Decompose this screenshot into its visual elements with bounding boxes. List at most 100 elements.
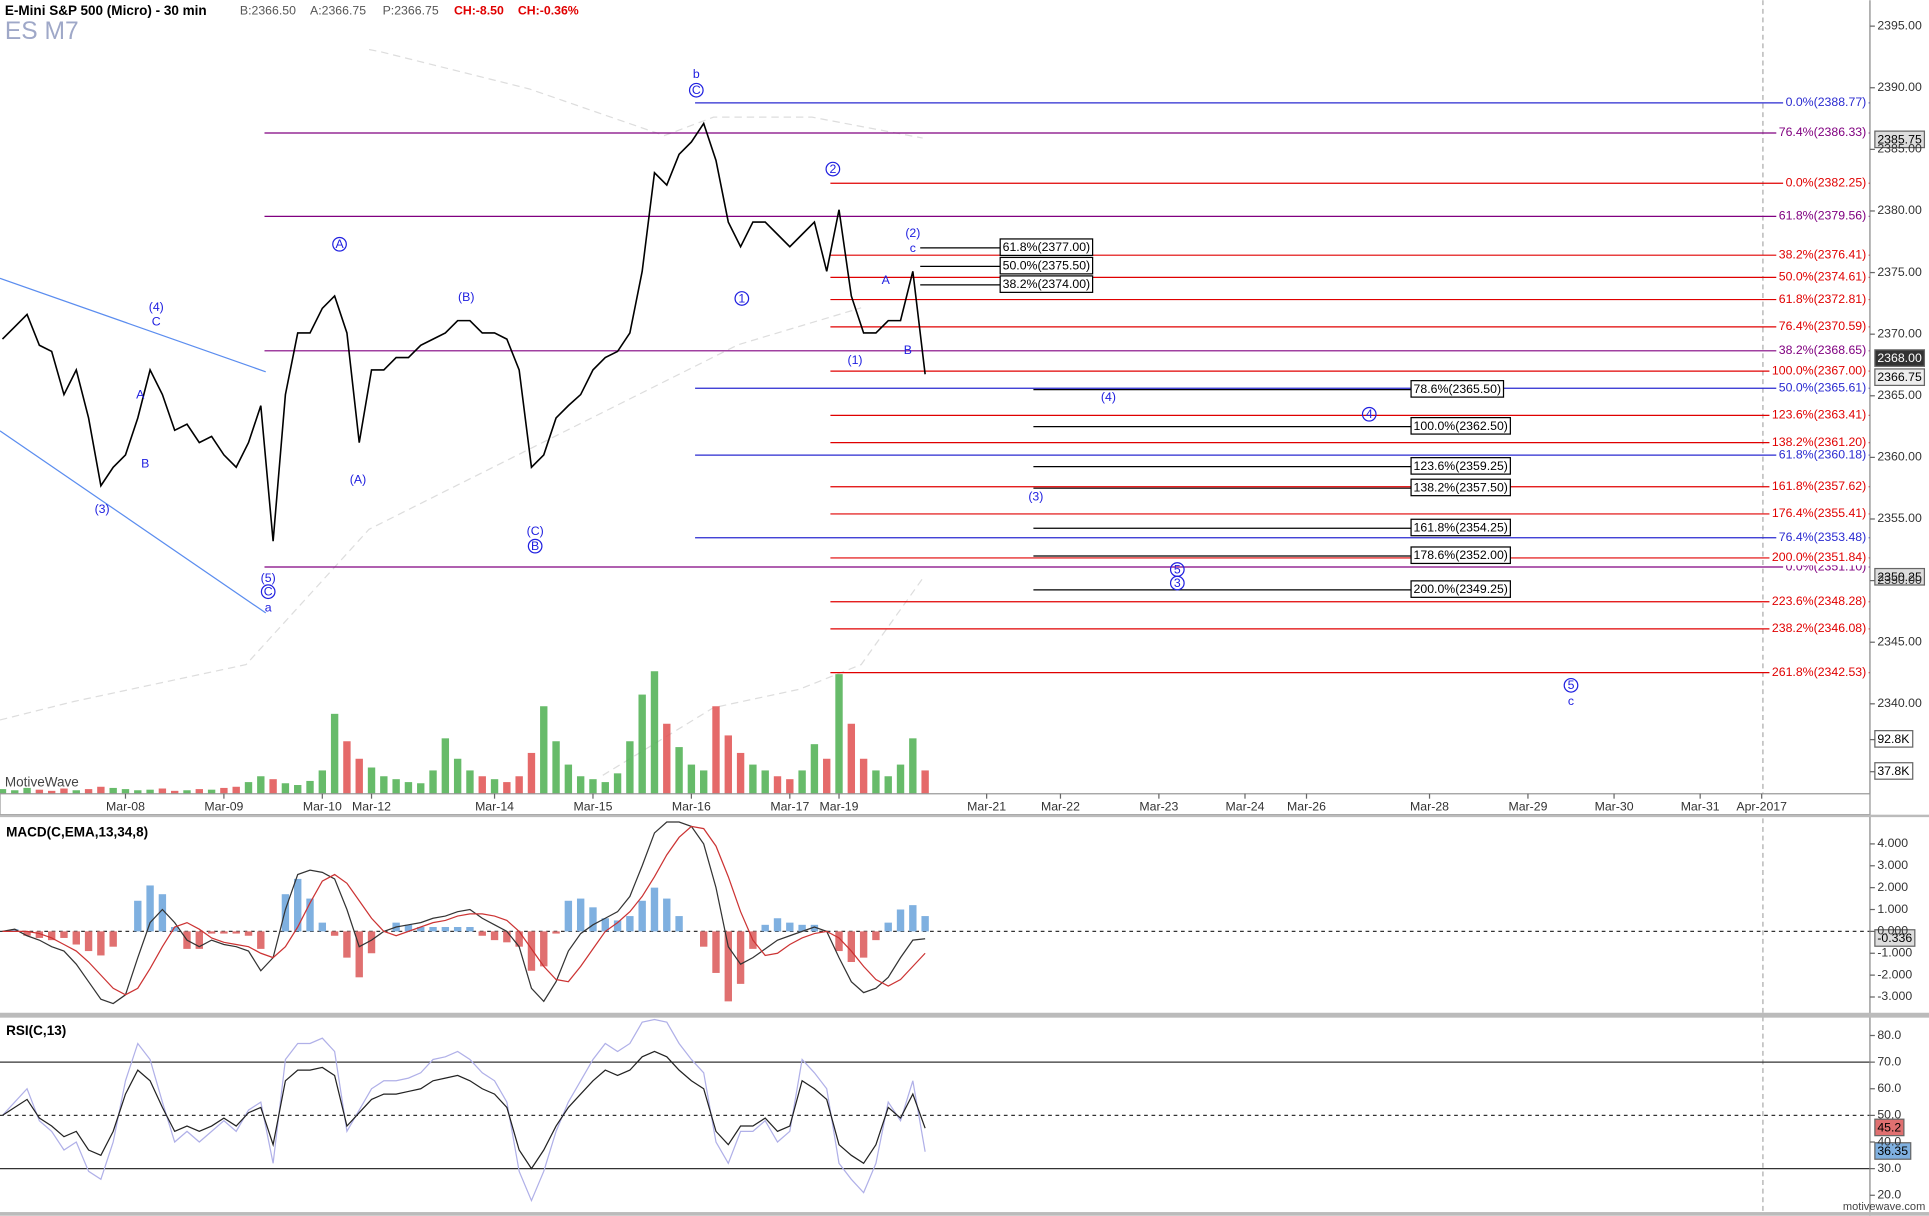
histogram-bar (367, 931, 376, 954)
y-tick-label: 3.000 (1877, 858, 1908, 872)
fib-label-bg (1769, 592, 1869, 610)
histogram-bar (220, 931, 228, 934)
fib-label-bg (1769, 477, 1869, 495)
fib-label-bg (1410, 546, 1511, 565)
histogram-bar (23, 931, 31, 936)
histogram-bar (97, 931, 105, 956)
histogram-bar (490, 931, 499, 941)
volume-bar (404, 782, 413, 794)
volume-bar (380, 776, 388, 794)
histogram-bar (478, 931, 486, 936)
fib-label-bg (1410, 580, 1511, 598)
volume-bar (638, 694, 646, 794)
wave-label: 5 (1568, 678, 1575, 692)
volume-bar (183, 790, 191, 794)
volume-bar (134, 790, 142, 794)
volume-bar (257, 776, 265, 794)
histogram-bar (700, 931, 708, 947)
fib-label: 176.4%(2355.41) (1772, 506, 1866, 520)
fib-label-bg (1783, 174, 1869, 191)
fib-label: 0.0%(2382.25) (1786, 175, 1867, 189)
volume-bar (158, 788, 167, 794)
y-tick-label: 60.0 (1877, 1081, 1901, 1095)
wave-label: c (1568, 694, 1574, 708)
histogram-bar (650, 887, 659, 932)
histogram-bar (773, 918, 782, 932)
x-tick-label: Mar-31 (1681, 800, 1720, 814)
histogram-bar (675, 916, 683, 932)
fib-label: 161.8%(2354.25) (1414, 520, 1508, 534)
volume-bar (466, 770, 474, 794)
wave-label: C (264, 585, 273, 599)
fib-label: 178.6%(2352.00) (1414, 548, 1508, 562)
fib-label-bg (999, 275, 1094, 293)
x-tick-label: Mar-29 (1508, 800, 1547, 814)
y-tick-label: 2350.00 (1877, 573, 1922, 587)
histogram-bar (453, 927, 462, 932)
fib-label: 50.0%(2374.61) (1779, 270, 1867, 284)
volume-bar (171, 790, 179, 794)
fib-label-bg (1776, 528, 1869, 546)
volume-bar (749, 764, 757, 794)
histogram-bar (355, 931, 363, 978)
fib-label-bg (1769, 619, 1869, 637)
histogram-bar (663, 898, 671, 932)
x-tick-label: Mar-23 (1139, 800, 1178, 814)
volume-bar (786, 779, 794, 794)
histogram-bar (872, 931, 880, 941)
histogram-bar (134, 900, 142, 932)
volume-marker-bg (1874, 730, 1914, 748)
rsi-value-tag-bg (1874, 1142, 1912, 1160)
fib-label-bg (1769, 362, 1869, 379)
fib-label: 238.2%(2346.08) (1772, 621, 1866, 635)
x-tick-label: Mar-21 (967, 800, 1006, 814)
x-tick-label: Mar-28 (1410, 800, 1449, 814)
wave-label: C (152, 315, 161, 329)
histogram-bar (109, 931, 117, 947)
x-tick-label: Mar-24 (1226, 800, 1265, 814)
quote-change-pct: CH:-0.36% (518, 4, 579, 18)
histogram-bar (527, 931, 536, 971)
wave-label: 1 (738, 291, 745, 305)
date-axis (0, 793, 1871, 816)
wave-label: (4) (1101, 390, 1116, 404)
volume-bar (761, 770, 769, 794)
wave-label: C (692, 83, 701, 97)
fib-label: 61.8%(2377.00) (1003, 240, 1091, 254)
histogram-bar (724, 931, 732, 1002)
fib-label: 138.2%(2361.20) (1772, 435, 1866, 449)
price-marker-bg (1874, 349, 1926, 367)
fib-label: 76.4%(2353.48) (1779, 530, 1867, 544)
histogram-bar (626, 916, 634, 932)
series-line (2, 1050, 926, 1170)
wave-label: B (531, 539, 539, 553)
y-tick-label: -3.000 (1877, 989, 1912, 1003)
wave-label: c (910, 241, 916, 255)
histogram-bar (466, 927, 474, 932)
wave-label: a (265, 601, 272, 615)
histogram-bar (281, 894, 290, 932)
volume-bar (306, 780, 314, 794)
price-marker-bg (1874, 130, 1926, 149)
histogram-bar (786, 922, 794, 932)
volume-bar (663, 723, 671, 794)
y-tick-label: 4.000 (1877, 836, 1908, 850)
fib-label-bg (1769, 433, 1869, 451)
symbol: ES M7 (5, 18, 79, 45)
histogram-bar (896, 909, 905, 932)
histogram-bar (859, 931, 868, 958)
y-tick-label: 2380.00 (1877, 203, 1922, 217)
fib-label: 123.6%(2359.25) (1414, 459, 1508, 473)
price-marker: 2368.00 (1877, 351, 1922, 365)
fib-label-bg (1410, 478, 1511, 497)
x-tick-label: Mar-19 (820, 800, 859, 814)
fib-label: 123.6%(2363.41) (1772, 408, 1866, 422)
histogram-bar (835, 931, 843, 952)
watermark: MotiveWave (5, 774, 79, 789)
volume-bar (675, 747, 683, 794)
histogram-bar (564, 900, 573, 932)
fib-label: 61.8%(2360.18) (1779, 447, 1867, 461)
volume-bar (687, 764, 696, 794)
wave-circle (688, 82, 704, 98)
